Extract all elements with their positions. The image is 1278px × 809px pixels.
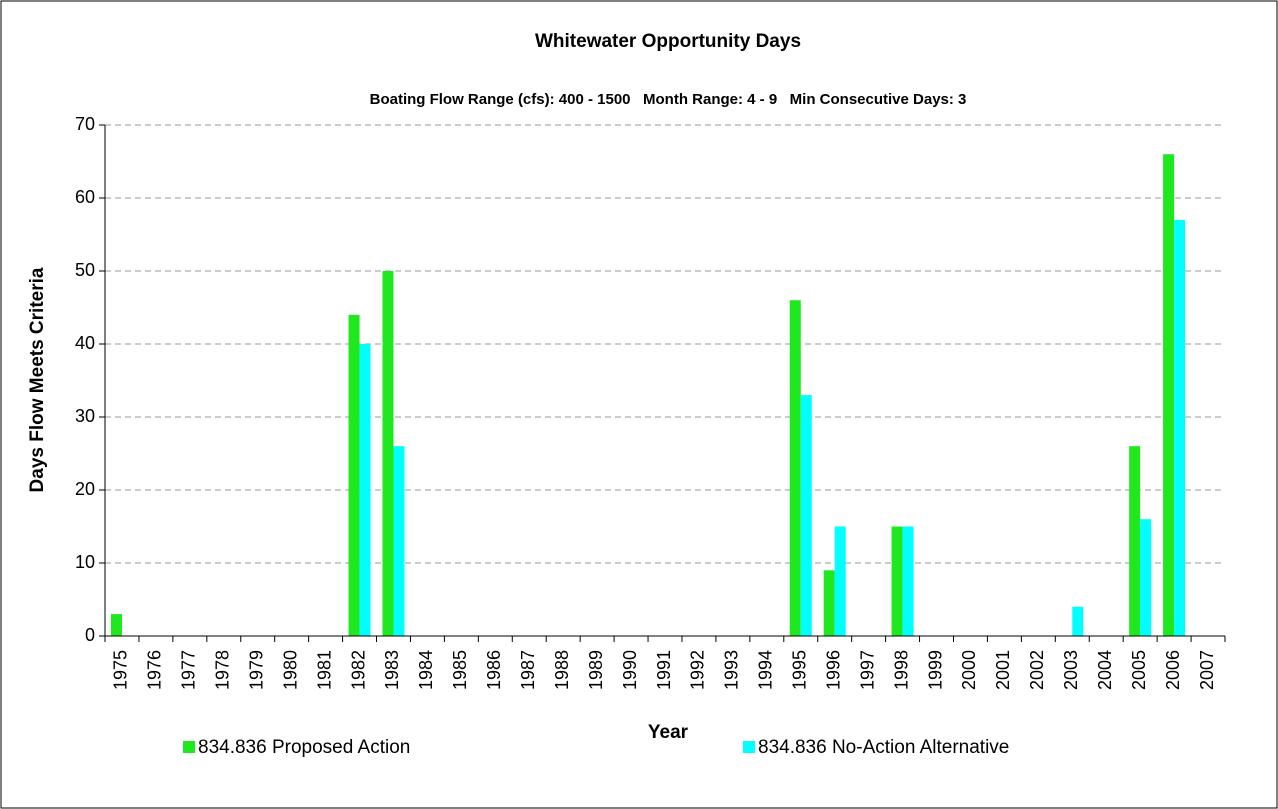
chart-title: Whitewater Opportunity Days	[535, 31, 801, 52]
x-tick-label: 1998	[891, 650, 911, 690]
x-tick-label: 1979	[246, 650, 266, 690]
x-tick-label: 1977	[179, 650, 199, 690]
x-tick-label: 1992	[688, 650, 708, 690]
legend-label: 834.836 Proposed Action	[198, 737, 410, 758]
x-tick-label: 1978	[213, 650, 233, 690]
x-tick-label: 1982	[348, 650, 368, 690]
x-tick-label: 1997	[857, 650, 877, 690]
x-tick-label: 1981	[314, 650, 334, 690]
bar	[1072, 606, 1084, 636]
x-tick-label: 1989	[586, 650, 606, 690]
bar	[382, 271, 394, 636]
y-axis-title: Days Flow Meets Criteria	[27, 267, 48, 492]
x-tick-label: 2006	[1163, 650, 1183, 690]
bar	[393, 446, 405, 636]
legend-swatch	[743, 741, 755, 753]
x-tick-label: 1990	[620, 650, 640, 690]
x-tick-label: 1991	[654, 650, 674, 690]
bar	[1174, 219, 1186, 636]
x-tick-label: 2005	[1129, 650, 1149, 690]
x-tick-label: 2000	[959, 650, 979, 690]
bar	[1163, 154, 1175, 636]
x-tick-label: 1975	[111, 650, 131, 690]
y-tick-label: 50	[75, 260, 95, 280]
bar	[789, 300, 801, 636]
y-tick-label: 0	[85, 625, 95, 645]
x-tick-label: 1987	[518, 650, 538, 690]
x-tick-label: 1988	[552, 650, 572, 690]
x-tick-label: 1980	[280, 650, 300, 690]
bar	[1129, 446, 1141, 636]
x-tick-label: 2002	[1027, 650, 1047, 690]
x-tick-label: 1986	[484, 650, 504, 690]
y-tick-label: 60	[75, 187, 95, 207]
bar	[359, 344, 371, 636]
legend-swatch	[183, 741, 195, 753]
y-tick-label: 20	[75, 479, 95, 499]
x-tick-label: 1994	[756, 650, 776, 690]
bar	[110, 614, 122, 636]
x-tick-label: 2001	[993, 650, 1013, 690]
bar	[348, 314, 360, 636]
x-tick-label: 1984	[416, 650, 436, 690]
bar	[891, 526, 903, 636]
bar	[800, 395, 812, 636]
legend-label: 834.836 No-Action Alternative	[758, 737, 1009, 758]
x-tick-label: 1983	[382, 650, 402, 690]
chart-subtitle: Boating Flow Range (cfs): 400 - 1500 Mon…	[370, 91, 967, 108]
x-tick-label: 2004	[1095, 650, 1115, 690]
x-tick-label: 1993	[722, 650, 742, 690]
bar	[834, 526, 846, 636]
y-tick-label: 10	[75, 552, 95, 572]
y-tick-label: 70	[75, 114, 95, 134]
x-tick-label: 1985	[450, 650, 470, 690]
bar	[823, 570, 835, 636]
y-tick-label: 40	[75, 333, 95, 353]
x-tick-label: 1999	[925, 650, 945, 690]
x-tick-label: 1996	[823, 650, 843, 690]
x-tick-label: 1995	[790, 650, 810, 690]
y-tick-label: 30	[75, 406, 95, 426]
bar	[902, 526, 914, 636]
x-axis-title: Year	[648, 722, 689, 743]
x-tick-label: 2007	[1197, 650, 1217, 690]
x-tick-label: 2003	[1061, 650, 1081, 690]
bar	[1140, 519, 1152, 636]
x-tick-label: 1976	[145, 650, 165, 690]
